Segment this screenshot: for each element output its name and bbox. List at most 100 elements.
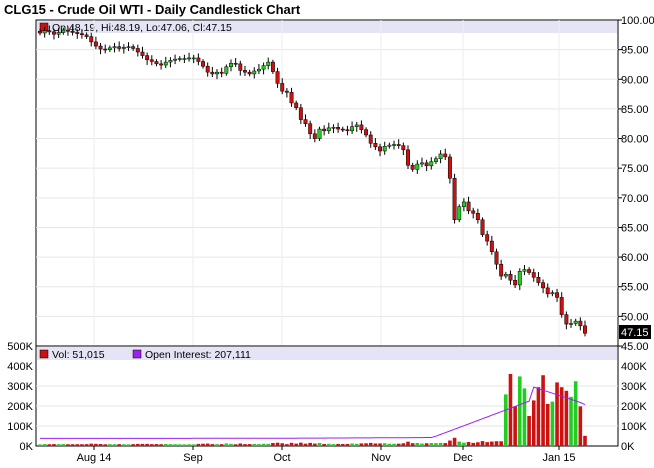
candle-body — [280, 83, 285, 92]
volume-bar — [382, 443, 387, 446]
volume-bar — [550, 401, 555, 446]
candle-body — [98, 45, 103, 50]
volume-bar — [401, 443, 406, 446]
candle — [331, 124, 336, 134]
candle — [238, 60, 243, 76]
candle — [545, 283, 550, 298]
candle — [420, 157, 424, 168]
volume-bar — [80, 444, 84, 446]
volume-bar — [434, 443, 438, 446]
candle-body — [89, 36, 94, 43]
x-tick-label: Oct — [273, 452, 290, 464]
candle-body — [56, 32, 61, 35]
open-interest-line — [40, 386, 586, 439]
volume-bar — [508, 374, 513, 446]
candle — [461, 198, 466, 212]
x-tick-label: Jan 15 — [542, 452, 575, 464]
volume-bar — [471, 442, 476, 446]
candle-body — [38, 31, 42, 34]
volume-tick-label-left: 400K — [7, 361, 33, 373]
volume-tick-label-left: 0K — [20, 441, 34, 453]
volume-bar — [112, 444, 117, 446]
price-tick-label: 95.00 — [621, 45, 649, 57]
candle — [294, 100, 299, 111]
candle-body — [205, 65, 210, 73]
candle-body — [65, 29, 70, 32]
candle-body — [480, 219, 485, 235]
volume-bar — [452, 437, 457, 446]
price-tick-label: 90.00 — [621, 74, 649, 86]
volume-bar — [331, 444, 336, 446]
candle-body — [471, 210, 476, 214]
candle — [527, 267, 532, 275]
candle — [406, 145, 410, 170]
candle — [583, 320, 587, 337]
candle-body — [117, 46, 122, 49]
volume-bar — [368, 442, 373, 446]
price-tick-label: 70.00 — [621, 193, 649, 205]
volume-bar — [317, 442, 322, 446]
candle — [541, 279, 546, 294]
volume-bar — [140, 443, 145, 446]
candle-body — [294, 102, 299, 108]
candle-body — [475, 212, 480, 220]
candle-body — [531, 272, 536, 278]
candle-body — [541, 282, 546, 289]
volume-bar — [466, 442, 471, 446]
volume-bar — [294, 443, 298, 446]
price-tick-label: 100.00 — [621, 15, 654, 27]
volume-bar — [517, 376, 522, 446]
candle — [457, 204, 462, 223]
candle-body — [70, 31, 75, 33]
candle-body — [573, 320, 578, 324]
volume-bar — [555, 382, 559, 446]
candle — [56, 27, 61, 39]
volume-bar — [424, 443, 429, 446]
candle-body — [219, 71, 224, 74]
candle-body — [270, 61, 275, 72]
volume-bar — [275, 442, 280, 446]
candle — [256, 63, 261, 75]
volume-bar — [205, 443, 210, 446]
volume-bar — [340, 444, 345, 446]
candle — [438, 150, 443, 164]
candle — [247, 69, 252, 77]
candle — [350, 121, 355, 134]
candle-body — [392, 144, 396, 146]
candle-body — [284, 90, 289, 93]
candle — [368, 131, 373, 148]
candle-body — [210, 71, 215, 75]
candle-body — [350, 126, 355, 132]
candle — [126, 42, 131, 52]
volume-bar — [573, 381, 578, 446]
candle-body — [140, 51, 145, 56]
candle — [135, 44, 140, 57]
candle — [75, 29, 80, 39]
candle-body — [177, 58, 182, 60]
volume-bar — [494, 441, 499, 446]
candle — [308, 120, 313, 140]
volume-bar — [98, 443, 103, 446]
volume-bar — [126, 444, 131, 446]
candle — [168, 57, 173, 68]
volume-bar — [117, 444, 121, 446]
volume-bar — [490, 441, 494, 446]
volume-bar — [131, 444, 135, 446]
volume-bar — [285, 444, 289, 446]
candle — [191, 54, 196, 64]
candle-body — [564, 314, 569, 325]
volume-legend-text: Vol: 51,015 — [52, 349, 105, 361]
volume-bar — [559, 387, 564, 446]
candle — [531, 268, 536, 282]
candle — [42, 26, 47, 38]
volume-bar — [485, 442, 489, 446]
candle — [219, 67, 224, 78]
candle — [373, 138, 378, 150]
candle-body — [121, 47, 126, 49]
candle-body — [340, 128, 345, 131]
candle-body — [494, 251, 499, 265]
candle-body — [406, 149, 410, 166]
candle — [275, 67, 280, 88]
volume-bar — [168, 444, 173, 446]
volume-bar — [313, 443, 317, 446]
